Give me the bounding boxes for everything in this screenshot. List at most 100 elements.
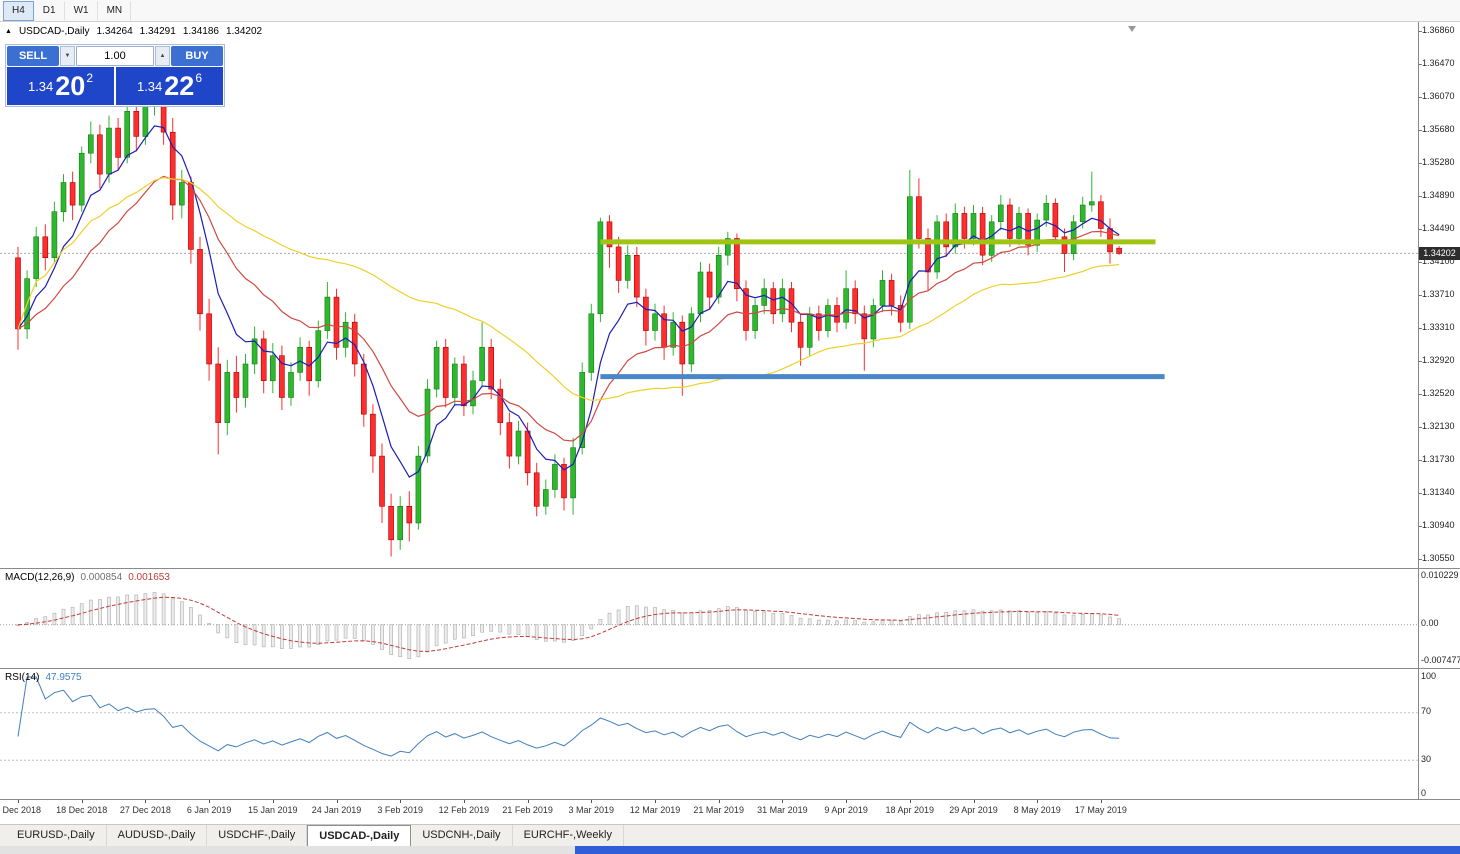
chart-tabs-bar: EURUSD-,Daily AUDUSD-,Daily USDCHF-,Daily U… bbox=[0, 824, 1460, 846]
price-axis-label: 1.35680 bbox=[1422, 124, 1455, 134]
ohlc-open: 1.34264 bbox=[96, 26, 133, 37]
time-axis-label: 18 Apr 2019 bbox=[885, 805, 935, 815]
price-axis-label: 1.32520 bbox=[1422, 388, 1455, 398]
rsi-label: RSI(14) 47.9575 bbox=[5, 672, 82, 683]
sell-button[interactable]: SELL bbox=[7, 46, 59, 66]
time-axis[interactable]: 9 Dec 2018 18 Dec 2018 27 Dec 2018 6 Jan 20… bbox=[0, 799, 1460, 824]
timeframe-button-w1[interactable]: W1 bbox=[65, 0, 98, 21]
macd-histogram bbox=[16, 592, 1121, 660]
price-axis-tick bbox=[1418, 460, 1422, 461]
buy-button[interactable]: BUY bbox=[171, 46, 223, 66]
buy-price-button[interactable]: 1.34 22 6 bbox=[116, 67, 223, 105]
price-axis-tick bbox=[1418, 97, 1422, 98]
time-axis-tick bbox=[336, 800, 338, 803]
time-axis-label: 21 Mar 2019 bbox=[693, 805, 744, 815]
time-axis-label: 9 Dec 2018 bbox=[0, 805, 42, 815]
scrollbar-thumb[interactable] bbox=[575, 846, 1460, 854]
macd-axis-label-top: 0.010229 bbox=[1421, 570, 1459, 580]
time-axis-label: 17 May 2019 bbox=[1074, 805, 1127, 815]
price-axis-label: 1.36860 bbox=[1422, 25, 1455, 35]
macd-axis-label-bottom: -0.007477 bbox=[1421, 655, 1460, 665]
buy-price-digits: 22 bbox=[164, 71, 195, 101]
chart-tab-audusd-daily[interactable]: AUDUSD-,Daily bbox=[107, 825, 208, 846]
chart-tab-usdcad-daily[interactable]: USDCAD-,Daily bbox=[307, 825, 412, 846]
time-axis-tick bbox=[400, 800, 402, 803]
current-price-badge: 1.34202 bbox=[1419, 247, 1460, 260]
volume-stepper-up[interactable]: ▲ bbox=[155, 46, 170, 66]
chart-tab-eurchf-weekly[interactable]: EURCHF-,Weekly bbox=[513, 825, 624, 846]
volume-input[interactable]: 1.00 bbox=[76, 46, 154, 66]
time-axis-tick bbox=[846, 800, 848, 803]
macd-axis-label-zero: 0.00 bbox=[1421, 618, 1439, 628]
price-axis-tick bbox=[1418, 526, 1422, 527]
one-click-trading-panel: SELL ▼ 1.00 ▲ BUY 1.34 20 2 1.34 22 6 bbox=[5, 44, 225, 107]
price-axis-label: 1.36470 bbox=[1422, 58, 1455, 68]
sell-price-pip: 2 bbox=[86, 71, 94, 85]
price-axis-label: 1.34490 bbox=[1422, 223, 1455, 233]
ma-line-slow bbox=[17, 176, 1120, 401]
price-shift-marker-icon[interactable] bbox=[1128, 26, 1136, 32]
time-axis-tick bbox=[973, 800, 975, 803]
chart-symbol-ohlc: ▲ USDCAD-,Daily 1.34264 1.34291 1.34186 … bbox=[5, 26, 262, 37]
macd-value-signal: 0.001653 bbox=[128, 572, 170, 583]
time-axis-tick bbox=[209, 800, 211, 803]
price-axis-label: 1.34100 bbox=[1422, 256, 1455, 266]
rsi-value: 47.9575 bbox=[45, 672, 82, 683]
macd-label: MACD(12,26,9) 0.000854 0.001653 bbox=[5, 572, 170, 583]
rsi-canvas[interactable] bbox=[0, 669, 1418, 799]
macd-canvas[interactable] bbox=[0, 569, 1418, 668]
rsi-line bbox=[17, 676, 1120, 757]
time-axis-label: 15 Jan 2019 bbox=[248, 805, 298, 815]
symbol-title: USDCAD-,Daily bbox=[18, 26, 90, 37]
time-axis-tick bbox=[591, 800, 593, 803]
price-axis-label: 1.31340 bbox=[1422, 487, 1455, 497]
price-axis-tick bbox=[1418, 262, 1422, 263]
volume-stepper-down[interactable]: ▼ bbox=[60, 46, 75, 66]
chart-tab-eurusd-daily[interactable]: EURUSD-,Daily bbox=[6, 825, 107, 846]
price-axis-tick bbox=[1418, 493, 1422, 494]
timeframe-button-h4[interactable]: H4 bbox=[3, 0, 34, 21]
price-axis-label: 1.32130 bbox=[1422, 421, 1455, 431]
timeframe-toolbar: H4 D1 W1 MN bbox=[0, 0, 1460, 22]
sell-price-digits: 20 bbox=[55, 71, 86, 101]
sell-price-button[interactable]: 1.34 20 2 bbox=[7, 67, 114, 105]
chart-tab-usdchf-daily[interactable]: USDCHF-,Daily bbox=[207, 825, 308, 846]
price-axis-tick bbox=[1418, 163, 1422, 164]
time-axis-tick bbox=[1100, 800, 1102, 803]
timeframe-button-mn[interactable]: MN bbox=[98, 0, 132, 21]
time-axis-label: 21 Feb 2019 bbox=[502, 805, 553, 815]
time-axis-label: 9 Apr 2019 bbox=[824, 805, 868, 815]
timeframe-button-d1[interactable]: D1 bbox=[34, 0, 65, 21]
price-axis[interactable]: 1.36860 1.36470 1.36070 1.35680 1.35280 1.348… bbox=[1418, 22, 1460, 799]
macd-title: MACD(12,26,9) bbox=[5, 572, 75, 583]
time-axis-label: 18 Dec 2018 bbox=[56, 805, 108, 815]
buy-price-prefix: 1.34 bbox=[136, 78, 163, 94]
main-chart-canvas[interactable] bbox=[0, 22, 1418, 568]
time-axis-label: 6 Jan 2019 bbox=[186, 805, 232, 815]
time-axis-tick bbox=[272, 800, 274, 803]
time-axis-tick bbox=[1037, 800, 1039, 803]
time-axis-label: 29 Apr 2019 bbox=[949, 805, 998, 815]
price-axis-tick bbox=[1418, 361, 1422, 362]
sell-price-prefix: 1.34 bbox=[27, 78, 54, 94]
panel-separator[interactable] bbox=[0, 568, 1460, 569]
ohlc-high: 1.34291 bbox=[139, 26, 176, 37]
time-axis-tick bbox=[909, 800, 911, 803]
time-axis-tick bbox=[527, 800, 529, 803]
buy-price-pip: 6 bbox=[195, 71, 203, 85]
time-axis-tick bbox=[718, 800, 720, 803]
ma-line-medium bbox=[17, 175, 1120, 442]
chart-tab-usdcnh-daily[interactable]: USDCNH-,Daily bbox=[411, 825, 513, 846]
price-axis-label: 1.30550 bbox=[1422, 553, 1455, 563]
ma-line-fast bbox=[17, 125, 1120, 478]
price-axis-border bbox=[1418, 22, 1419, 799]
ohlc-low: 1.34186 bbox=[182, 26, 219, 37]
price-axis-tick bbox=[1418, 196, 1422, 197]
horizontal-scrollbar[interactable] bbox=[0, 846, 1460, 854]
panel-separator[interactable] bbox=[0, 668, 1460, 669]
rsi-axis-label-70: 70 bbox=[1421, 706, 1432, 716]
price-axis-label: 1.33710 bbox=[1422, 289, 1455, 299]
price-axis-tick bbox=[1418, 31, 1422, 32]
price-axis-tick bbox=[1418, 295, 1422, 296]
price-axis-label: 1.32920 bbox=[1422, 355, 1455, 365]
